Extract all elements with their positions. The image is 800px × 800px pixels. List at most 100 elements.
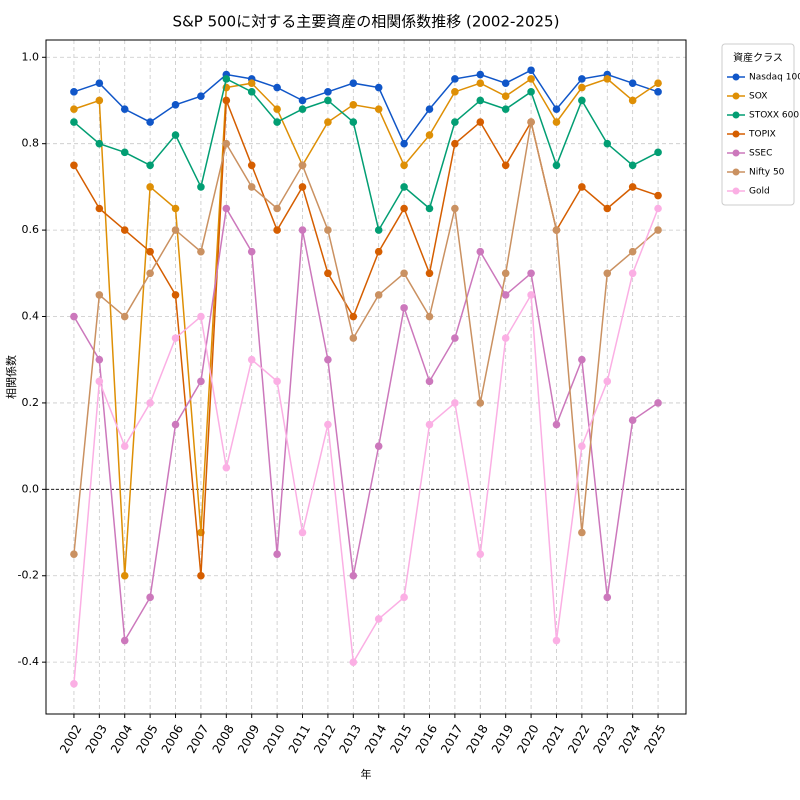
data-point [324,226,332,234]
data-point [425,105,434,113]
y-axis-label: 相関係数 [5,355,18,399]
data-point [70,679,78,688]
series-line [73,208,659,684]
data-point [451,399,459,407]
data-point [451,88,459,96]
data-point [654,191,662,200]
data-point [298,105,307,113]
data-point [476,550,485,558]
data-point [298,528,307,537]
data-point [247,161,256,170]
data-point [628,79,637,88]
legend-label: STOXX 600 [749,111,799,121]
data-point [578,442,586,450]
data-point [603,593,612,602]
plot-frame [45,39,687,715]
data-point [578,528,586,537]
x-tick-label: 2021 [540,722,567,755]
legend-marker [732,111,740,119]
data-point [527,75,535,83]
legend-label: SOX [749,92,767,102]
x-tick-label: 2005 [133,722,160,755]
data-point [451,139,459,148]
data-point [374,291,383,299]
data-point [324,88,332,96]
y-tick-label: 1.0 [22,50,40,63]
data-point [146,269,154,278]
data-point [171,101,180,109]
y-tick-label: -0.2 [18,569,39,582]
data-point [400,139,408,148]
data-point [552,161,561,170]
data-point [603,139,612,148]
data-point [324,420,332,429]
data-point [146,247,154,256]
data-point [425,269,434,278]
data-point [501,92,510,100]
data-point [197,571,205,580]
data-point [273,204,281,213]
data-point [247,88,256,96]
data-point [476,96,485,105]
series-line [73,100,659,576]
data-point [628,269,637,278]
data-point [324,355,332,364]
data-point [247,247,256,256]
data-point [146,399,154,407]
data-point [476,70,485,79]
data-point [70,88,78,96]
x-tick-label: 2019 [489,722,516,755]
legend-marker [732,187,740,195]
data-point [146,593,154,602]
data-point [95,139,104,148]
y-tick-label: -0.4 [18,655,39,668]
x-tick-label: 2004 [108,722,135,755]
data-point [70,312,78,321]
legend-marker [732,168,740,176]
x-tick-label: 2023 [591,722,618,755]
data-point [120,105,129,113]
data-point [501,79,510,88]
data-point [298,96,307,105]
chart-title: S&P 500に対する主要資産の相関係数推移 (2002-2025) [173,13,560,31]
data-point [298,183,307,191]
data-point [527,88,535,96]
data-point [120,636,129,645]
data-point [70,105,78,113]
data-point [349,571,358,580]
x-tick-label: 2022 [565,722,592,755]
data-point [273,550,281,558]
data-point [171,334,180,342]
data-point [527,291,535,299]
data-point [171,204,180,213]
data-point [527,66,535,75]
data-point [603,204,612,213]
data-point [120,148,129,157]
data-point [501,161,510,170]
data-point [400,593,408,602]
x-tick-label: 2008 [210,722,237,755]
x-tick-label: 2010 [260,722,287,755]
data-point [476,79,485,88]
x-tick-label: 2003 [83,722,110,755]
data-point [95,204,104,213]
data-point [400,304,408,312]
data-point [578,75,586,83]
x-axis-label: 年 [361,767,372,781]
data-point [501,334,510,342]
data-point [628,183,637,191]
data-point [425,131,434,139]
data-point [95,79,104,88]
data-point [425,312,434,321]
data-point [374,247,383,256]
data-point [400,161,408,170]
y-tick-label: 0.4 [22,310,40,323]
data-point [70,118,78,126]
data-point [197,312,205,321]
data-point [374,615,383,623]
legend-label: TOPIX [748,130,776,140]
data-point [222,75,231,83]
data-point [374,83,383,92]
x-tick-label: 2016 [413,722,440,755]
data-point [171,291,180,299]
